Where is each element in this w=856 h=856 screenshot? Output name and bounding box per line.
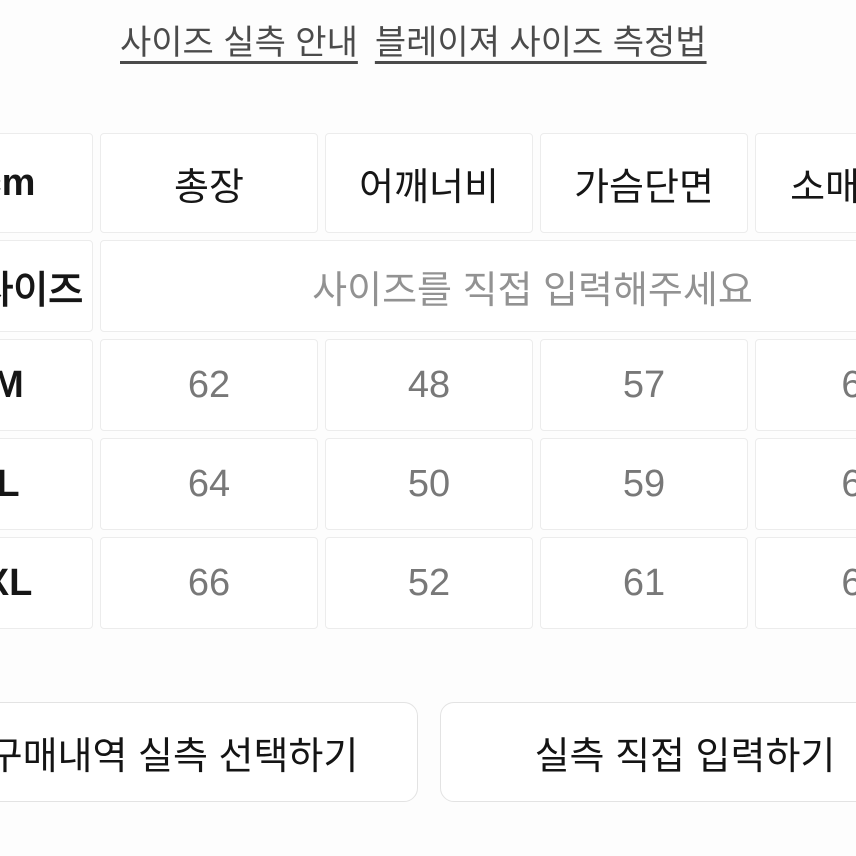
value-xl-chest: 61 xyxy=(540,537,748,629)
unit-header-cell: cm xyxy=(0,133,93,233)
page-canvas: 사이즈 실측 안내 블레이져 사이즈 측정법 cm 총장 어깨너비 가슴단면 소… xyxy=(0,0,856,802)
value-m-shoulder: 48 xyxy=(325,339,533,431)
bottom-actions: 구매내역 실측 선택하기 실측 직접 입력하기 xyxy=(0,702,856,802)
size-label-xl: XL xyxy=(0,537,93,629)
col-header-length: 총장 xyxy=(100,133,318,233)
value-xl-shoulder: 52 xyxy=(325,537,533,629)
col-header-chest: 가슴단면 xyxy=(540,133,748,233)
value-xl-length: 66 xyxy=(100,537,318,629)
enter-measurements-button[interactable]: 실측 직접 입력하기 xyxy=(440,702,856,802)
value-l-sleeve: 6 xyxy=(755,438,856,530)
value-xl-sleeve: 6 xyxy=(755,537,856,629)
value-m-chest: 57 xyxy=(540,339,748,431)
size-label-m: M xyxy=(0,339,93,431)
my-size-input-cell[interactable]: 사이즈를 직접 입력해주세요 xyxy=(100,240,856,332)
col-header-sleeve: 소매길이 xyxy=(755,133,856,233)
value-l-length: 64 xyxy=(100,438,318,530)
value-m-sleeve: 6 xyxy=(755,339,856,431)
size-guide-link[interactable]: 사이즈 실측 안내 xyxy=(120,24,358,62)
col-header-shoulder: 어깨너비 xyxy=(325,133,533,233)
value-m-length: 62 xyxy=(100,339,318,431)
blazer-measure-link[interactable]: 블레이져 사이즈 측정법 xyxy=(374,24,707,62)
top-links: 사이즈 실측 안내 블레이져 사이즈 측정법 xyxy=(0,0,856,64)
value-l-chest: 59 xyxy=(540,438,748,530)
size-label-l: L xyxy=(0,438,93,530)
size-table: cm 총장 어깨너비 가슴단면 소매길이 내 사이즈 사이즈를 직접 입력해주세… xyxy=(0,133,856,629)
select-from-purchases-button[interactable]: 구매내역 실측 선택하기 xyxy=(0,702,418,802)
my-size-label-cell: 내 사이즈 xyxy=(0,240,93,332)
value-l-shoulder: 50 xyxy=(325,438,533,530)
